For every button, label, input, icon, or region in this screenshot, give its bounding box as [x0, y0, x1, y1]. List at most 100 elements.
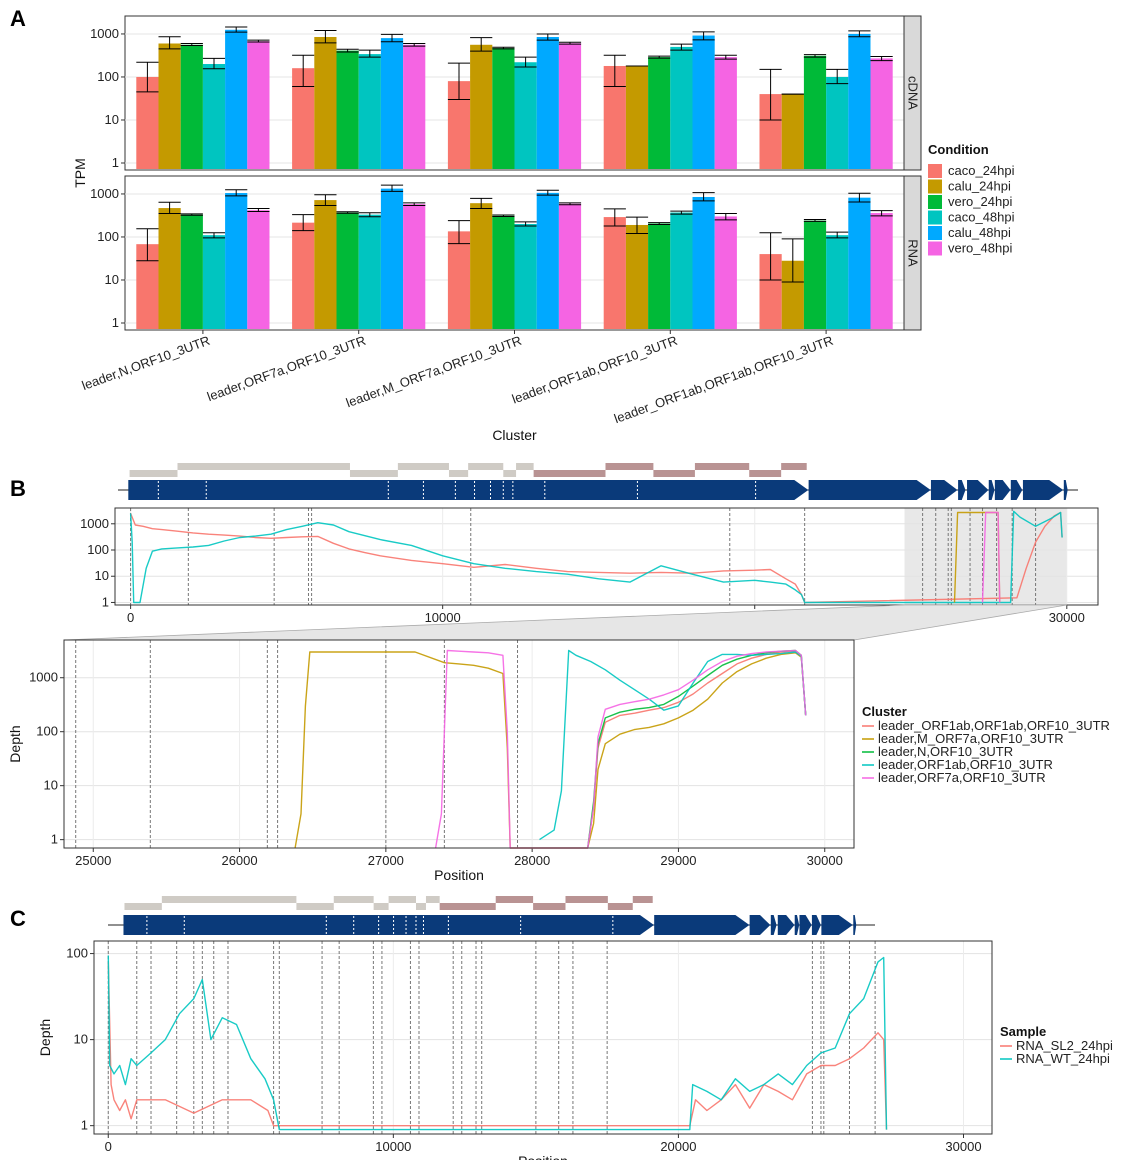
bar [180, 214, 203, 329]
x-tick-label: 30000 [945, 1139, 981, 1154]
bar [558, 43, 582, 170]
coverage-line [539, 649, 807, 841]
panel-label-c: C [10, 906, 26, 931]
bar [358, 214, 381, 329]
legend-swatch [928, 226, 942, 240]
bar [380, 188, 404, 329]
orf1ab-domain-block [495, 896, 534, 903]
x-tick-label: 27000 [368, 853, 404, 868]
y-tick-label: 100 [97, 69, 119, 84]
gene-arrow [988, 480, 995, 500]
panel-b-overview-plot: 11010010000100002000030000 [80, 507, 1099, 625]
orf1ab-domain-block [565, 896, 608, 903]
y-tick-label: 100 [66, 946, 88, 961]
orf1ab-domain-block [439, 903, 496, 910]
gene-arrow [123, 915, 654, 935]
x-tick-label: 30000 [807, 853, 843, 868]
bar [759, 254, 782, 329]
facet-strip [903, 15, 922, 171]
facet-strip-label: RNA [906, 239, 921, 267]
coverage-line [434, 649, 807, 849]
bar [826, 76, 849, 169]
bar [848, 33, 871, 169]
coverage-line [587, 650, 807, 849]
gene-arrow [853, 915, 857, 935]
x-tick-label: 25000 [75, 853, 111, 868]
coverage-line [294, 651, 807, 849]
legend-label: caco_48hpi [948, 210, 1015, 225]
legend-swatch [928, 241, 942, 256]
y-tick-label: 10 [44, 778, 58, 793]
orf1ab-domain-block [468, 463, 504, 470]
gene-arrow [794, 915, 800, 935]
orf1ab-domain-block [533, 903, 566, 910]
bar [670, 46, 693, 169]
gene-arrow [1010, 480, 1023, 500]
orf1ab-domain-block [749, 470, 782, 477]
y-tick-label: 100 [97, 229, 119, 244]
bar [447, 231, 471, 329]
y-tick-label: 100 [87, 542, 109, 557]
bar [292, 222, 315, 329]
panel-label-a: A [10, 6, 26, 31]
gene-arrow [128, 480, 809, 500]
legend-label: leader_ORF1ab,ORF1ab,ORF10_3UTR [878, 718, 1110, 733]
x-tick-label: 30000 [1049, 610, 1085, 625]
bar [202, 64, 226, 169]
orf1ab-domain-block [373, 903, 389, 910]
bar [648, 223, 671, 329]
bar [536, 36, 559, 169]
gene-arrow [958, 480, 966, 500]
x-axis-title: Position [434, 867, 484, 883]
legend-title: Condition [928, 142, 989, 157]
panel-b-zoom-plot: 1 10 100 1000 25000 26000 27000 28000 29000 30000… [7, 639, 1110, 883]
y-tick-label: 10 [105, 272, 119, 287]
y-tick-label: 10 [95, 568, 109, 583]
bar [380, 38, 404, 170]
y-tick-label: 100 [36, 724, 58, 739]
plot-background [64, 640, 854, 848]
bar [202, 235, 226, 329]
plot-background [94, 941, 992, 1134]
genome-map-b [118, 463, 1078, 500]
coverage-line [107, 955, 888, 1131]
legend-label: vero_24hpi [948, 194, 1012, 209]
gene-arrow [967, 480, 989, 500]
plot-frame [93, 940, 993, 1135]
legend-label: leader,ORF7a,ORF10_3UTR [878, 770, 1046, 785]
orf1ab-domain-block [161, 896, 297, 903]
orf1ab-domain-block [781, 463, 807, 470]
bar [714, 216, 737, 329]
bar [803, 220, 827, 329]
y-tick-label: 1 [112, 155, 119, 170]
bar [247, 210, 270, 329]
y-tick-label: 1000 [90, 186, 119, 201]
y-axis-title: Depth [7, 725, 23, 762]
panel-c-plot: 1 10 100 0 10000 20000 30000 Position Depth Sampl… [37, 940, 1113, 1160]
legend-label: leader,M_ORF7a,ORF10_3UTR [878, 731, 1064, 746]
gene-arrow [777, 915, 795, 935]
legend-label: RNA_SL2_24hpi [1016, 1038, 1113, 1053]
legend-swatch [928, 179, 942, 194]
bar [759, 94, 782, 169]
orf1ab-domain-block [124, 903, 162, 910]
coverage-line [107, 961, 888, 1130]
y-tick-label: 10 [105, 112, 119, 127]
bar [403, 204, 426, 329]
bar [536, 192, 559, 329]
bar [136, 244, 159, 329]
orf1ab-domain-block [533, 470, 606, 477]
bar [803, 55, 827, 169]
legend-swatch [928, 195, 942, 209]
y-tick-label: 1000 [29, 670, 58, 685]
bar [648, 57, 671, 169]
bar [447, 81, 471, 169]
y-tick-label: 1000 [80, 516, 109, 531]
bar [336, 212, 359, 329]
y-axis-title: Depth [37, 1019, 53, 1056]
y-axis-title: TPM [72, 158, 88, 188]
x-tick-label: 28000 [514, 853, 550, 868]
bar [336, 50, 359, 169]
bar [470, 44, 493, 169]
orf1ab-domain-block [653, 470, 695, 477]
